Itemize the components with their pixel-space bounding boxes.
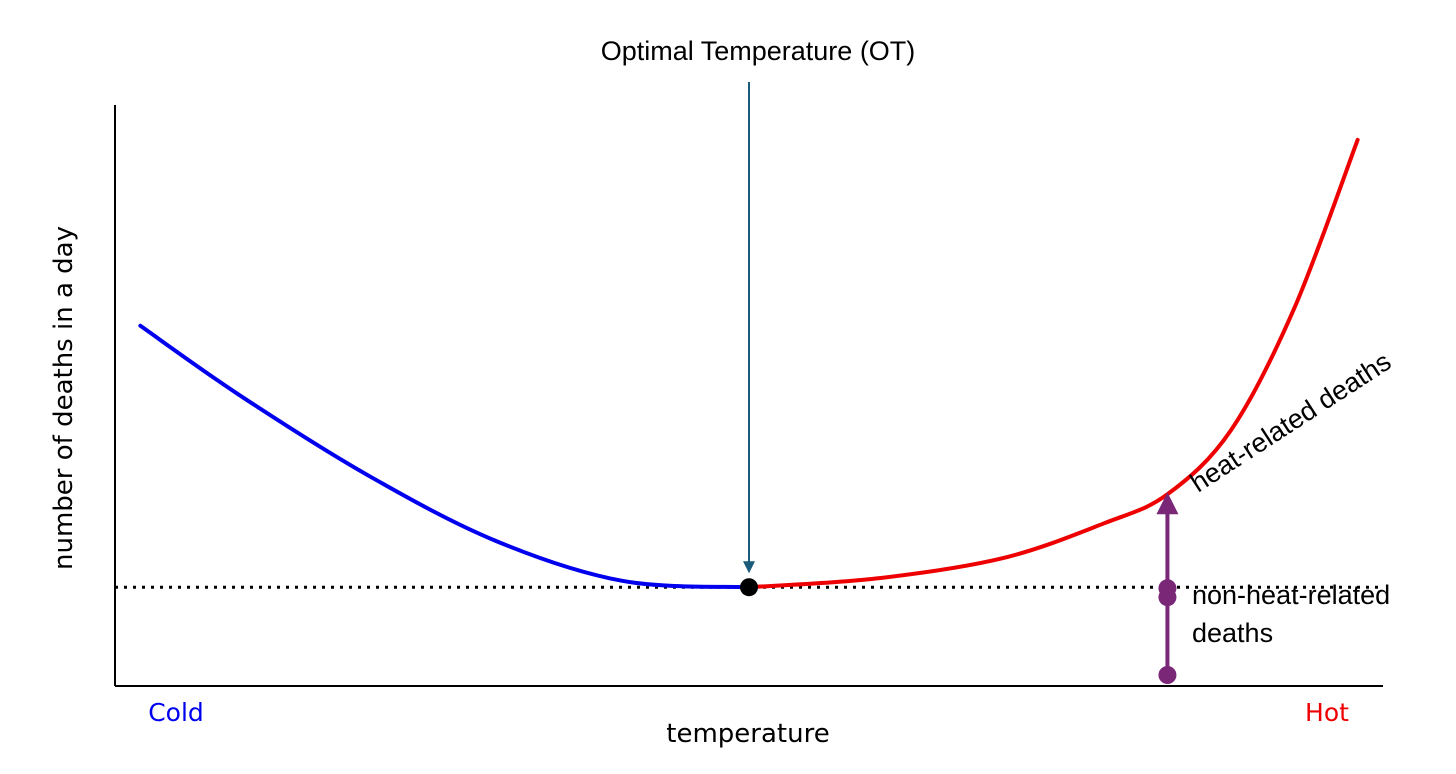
annotation-non-heat-related-line1: non-heat-related	[1192, 580, 1390, 610]
series-line-hot	[747, 137, 1360, 590]
y-axis-label: number of deaths in a day	[49, 226, 79, 570]
x-tick-label-hot: Hot	[1305, 698, 1349, 727]
chart-title: Optimal Temperature (OT)	[601, 36, 916, 66]
x-axis-label: temperature	[666, 719, 829, 749]
annotation-non-heat-related-line2: deaths	[1192, 618, 1273, 648]
optimal-point-marker	[740, 578, 758, 597]
decomposition-dot-baseline-bottom	[1158, 588, 1177, 607]
annotation-heat-related-deaths: heat-related deaths	[1185, 346, 1396, 498]
decomposition-arrowhead	[1156, 492, 1179, 515]
x-tick-label-cold: Cold	[148, 698, 204, 727]
series-line-cold	[138, 323, 751, 590]
optimal-temperature-arrowhead	[743, 561, 755, 574]
decomposition-dot-zero	[1158, 666, 1177, 684]
